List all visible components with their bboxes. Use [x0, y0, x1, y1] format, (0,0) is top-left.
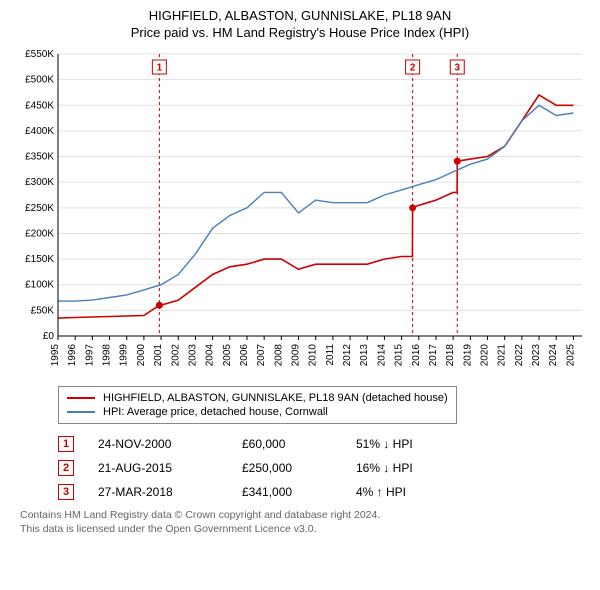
svg-text:£0: £0 [43, 331, 55, 342]
event-row: 2 21-AUG-2015 £250,000 16% ↓ HPI [58, 460, 590, 476]
legend-item: HPI: Average price, detached house, Corn… [67, 405, 448, 419]
title-line-1: HIGHFIELD, ALBASTON, GUNNISLAKE, PL18 9A… [10, 8, 590, 25]
svg-text:2007: 2007 [256, 343, 267, 366]
chart-title: HIGHFIELD, ALBASTON, GUNNISLAKE, PL18 9A… [10, 8, 590, 42]
svg-text:2010: 2010 [308, 343, 319, 366]
svg-text:1996: 1996 [67, 343, 78, 366]
svg-text:2025: 2025 [565, 343, 576, 366]
svg-text:2016: 2016 [411, 343, 422, 366]
event-price: £60,000 [242, 437, 332, 451]
events-table: 1 24-NOV-2000 £60,000 51% ↓ HPI 2 21-AUG… [58, 436, 590, 500]
svg-text:£50K: £50K [31, 305, 55, 316]
event-price: £341,000 [242, 485, 332, 499]
svg-text:£550K: £550K [25, 49, 54, 60]
svg-text:2004: 2004 [205, 343, 216, 366]
svg-text:2003: 2003 [187, 343, 198, 366]
svg-text:2014: 2014 [376, 343, 387, 366]
event-marker-icon: 1 [58, 436, 74, 452]
svg-text:2008: 2008 [273, 343, 284, 366]
svg-text:2002: 2002 [170, 343, 181, 366]
footer-line-1: Contains HM Land Registry data © Crown c… [20, 508, 590, 522]
event-delta: 4% ↑ HPI [356, 485, 456, 499]
svg-text:2023: 2023 [531, 343, 542, 366]
footer-attribution: Contains HM Land Registry data © Crown c… [20, 508, 590, 536]
svg-text:2019: 2019 [462, 343, 473, 366]
event-date: 24-NOV-2000 [98, 437, 218, 451]
svg-text:2011: 2011 [325, 343, 336, 365]
svg-text:2001: 2001 [153, 343, 164, 366]
svg-text:2017: 2017 [428, 343, 439, 366]
svg-text:£400K: £400K [25, 126, 54, 137]
svg-text:1: 1 [157, 62, 163, 73]
svg-text:2021: 2021 [497, 343, 508, 366]
svg-text:2012: 2012 [342, 343, 353, 366]
svg-text:1998: 1998 [102, 343, 113, 366]
svg-text:2022: 2022 [514, 343, 525, 366]
chart-area: £0 £50K £100K £150K £200K £250K £300K £350K £400… [10, 48, 590, 378]
svg-text:2024: 2024 [548, 343, 559, 366]
svg-text:2020: 2020 [480, 343, 491, 366]
svg-text:£150K: £150K [25, 254, 54, 265]
svg-text:2013: 2013 [359, 343, 370, 366]
event-delta: 16% ↓ HPI [356, 461, 456, 475]
legend-swatch [67, 411, 95, 413]
svg-text:3: 3 [454, 62, 460, 73]
chart-container: HIGHFIELD, ALBASTON, GUNNISLAKE, PL18 9A… [0, 0, 600, 546]
svg-text:2018: 2018 [445, 343, 456, 366]
legend-label: HPI: Average price, detached house, Corn… [103, 406, 328, 418]
legend: HIGHFIELD, ALBASTON, GUNNISLAKE, PL18 9A… [58, 386, 457, 424]
event-marker-icon: 2 [58, 460, 74, 476]
event-price: £250,000 [242, 461, 332, 475]
event-row: 3 27-MAR-2018 £341,000 4% ↑ HPI [58, 484, 590, 500]
svg-text:1997: 1997 [84, 343, 95, 366]
svg-text:2: 2 [410, 62, 416, 73]
legend-swatch [67, 397, 95, 399]
svg-text:£450K: £450K [25, 100, 54, 111]
title-line-2: Price paid vs. HM Land Registry's House … [10, 25, 590, 42]
svg-text:£100K: £100K [25, 280, 54, 291]
legend-label: HIGHFIELD, ALBASTON, GUNNISLAKE, PL18 9A… [103, 392, 448, 404]
event-marker-icon: 3 [58, 484, 74, 500]
footer-line-2: This data is licensed under the Open Gov… [20, 522, 590, 536]
svg-text:2000: 2000 [136, 343, 147, 366]
svg-text:£500K: £500K [25, 74, 54, 85]
svg-text:£300K: £300K [25, 177, 54, 188]
event-date: 21-AUG-2015 [98, 461, 218, 475]
event-delta: 51% ↓ HPI [356, 437, 456, 451]
line-chart-svg: £0 £50K £100K £150K £200K £250K £300K £350K £400… [10, 48, 590, 378]
svg-text:£250K: £250K [25, 203, 54, 214]
svg-text:1995: 1995 [50, 343, 61, 366]
svg-text:2009: 2009 [291, 343, 302, 366]
svg-text:1999: 1999 [119, 343, 130, 366]
svg-text:£350K: £350K [25, 151, 54, 162]
legend-item: HIGHFIELD, ALBASTON, GUNNISLAKE, PL18 9A… [67, 391, 448, 405]
event-date: 27-MAR-2018 [98, 485, 218, 499]
event-row: 1 24-NOV-2000 £60,000 51% ↓ HPI [58, 436, 590, 452]
svg-text:2015: 2015 [394, 343, 405, 366]
svg-text:2006: 2006 [239, 343, 250, 366]
svg-text:£200K: £200K [25, 228, 54, 239]
svg-text:2005: 2005 [222, 343, 233, 366]
